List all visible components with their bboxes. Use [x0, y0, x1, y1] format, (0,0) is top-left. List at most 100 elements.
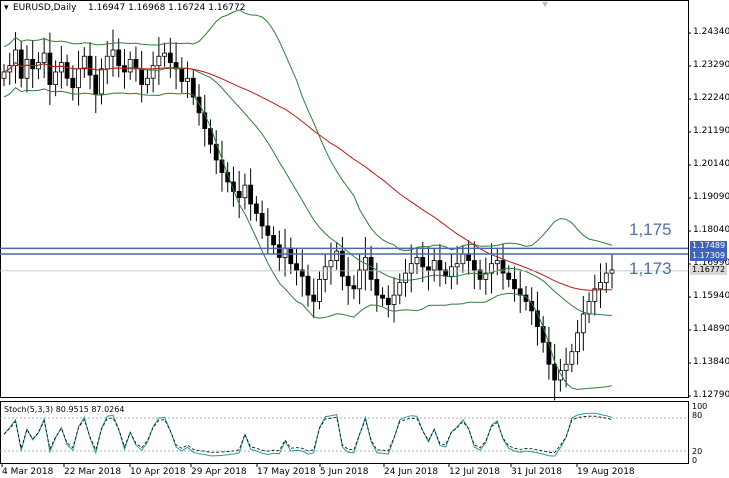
candle — [586, 292, 592, 324]
time-tick-label: 17 May 2018 — [257, 467, 316, 477]
osc-level-100: 100 — [692, 402, 708, 411]
candle — [1, 64, 7, 87]
candle — [466, 240, 472, 275]
candle — [437, 243, 443, 287]
price-tick-label: 1.15940 — [693, 291, 729, 301]
candle — [70, 65, 76, 101]
symbol-icon: ▾ — [4, 3, 9, 13]
candle — [426, 246, 431, 291]
candle — [253, 196, 259, 222]
price-tick-label: 1.19090 — [693, 192, 729, 202]
candle — [385, 285, 391, 318]
candle — [231, 166, 236, 207]
stoch-main-line — [3, 412, 613, 457]
price-tag-current: 1.16772 — [690, 265, 728, 275]
time-tick-label: 22 Mar 2018 — [64, 467, 122, 477]
candle — [282, 228, 288, 277]
candle — [30, 40, 36, 88]
axis-ticks-layer — [1, 32, 691, 467]
stoch-signal-line — [3, 415, 613, 454]
candle — [167, 37, 173, 78]
candle — [271, 226, 276, 254]
candle — [196, 84, 202, 126]
candle — [144, 69, 150, 94]
candle — [322, 253, 328, 293]
candle — [563, 347, 569, 388]
candle — [305, 264, 311, 307]
candle — [609, 254, 615, 289]
candle — [414, 247, 420, 275]
candle — [368, 245, 374, 292]
candle — [471, 241, 477, 290]
overlays-layer — [0, 9, 688, 390]
candle — [317, 271, 322, 310]
candle — [357, 254, 363, 305]
candle — [110, 29, 116, 77]
candle — [202, 94, 208, 147]
price-tick-label: 1.22240 — [693, 93, 729, 103]
time-tick-label: 10 Apr 2018 — [130, 467, 186, 477]
candle — [351, 275, 357, 300]
candle — [116, 38, 122, 78]
candle — [506, 265, 512, 288]
candle — [340, 236, 345, 291]
time-tick-label: 29 Apr 2018 — [191, 467, 247, 477]
candle — [133, 46, 139, 82]
candle — [397, 273, 403, 305]
candle — [540, 316, 546, 353]
candle — [546, 326, 552, 380]
chart-menu-icon[interactable] — [542, 2, 548, 8]
candle — [87, 42, 93, 90]
price-tick-label: 1.24340 — [693, 27, 729, 37]
candle — [380, 287, 385, 307]
moving-average — [3, 61, 613, 291]
level-annotation-upper: 1,175 — [629, 220, 672, 239]
candle — [259, 200, 265, 239]
candle — [53, 60, 59, 97]
price-tick-label: 1.12790 — [693, 390, 729, 400]
candle — [328, 242, 334, 285]
candle — [104, 40, 110, 85]
osc-level-0: 0 — [692, 456, 698, 465]
candle — [265, 208, 271, 254]
candle — [580, 296, 586, 351]
time-tick-label: 5 Jun 2018 — [320, 467, 369, 477]
candle — [13, 32, 18, 84]
candle — [18, 40, 24, 88]
stoch-layer — [0, 412, 688, 457]
candle — [190, 70, 196, 105]
price-tag-upper: 1.17489 — [690, 241, 728, 251]
price-tick-label: 1.23290 — [693, 60, 729, 70]
price-tag-lower: 1.17309 — [690, 251, 728, 261]
candle — [299, 249, 305, 297]
candle — [345, 257, 351, 305]
candle — [489, 243, 494, 294]
candle — [408, 244, 414, 293]
candle — [150, 51, 156, 93]
candle — [47, 32, 53, 105]
candle — [500, 243, 506, 290]
stoch-label: Stoch(5,3,3) 80.9515 87.0264 — [4, 405, 125, 414]
candle — [403, 258, 408, 297]
candle — [58, 45, 64, 89]
candle — [24, 45, 30, 93]
candle — [173, 42, 179, 90]
candle — [512, 266, 517, 302]
candle — [127, 51, 133, 80]
bb-upper — [3, 9, 613, 252]
price-tick-label: 1.21190 — [693, 126, 729, 136]
symbol-title: EURUSD,Daily — [13, 3, 77, 13]
candle — [483, 257, 489, 295]
candle — [225, 162, 231, 193]
candle — [311, 278, 317, 319]
osc-level-80: 80 — [692, 411, 703, 420]
candle — [64, 54, 70, 87]
candle — [179, 57, 185, 94]
candle — [592, 274, 598, 316]
time-tick-label: 4 Mar 2018 — [2, 467, 54, 477]
candle — [81, 47, 87, 78]
candle — [391, 277, 397, 323]
candle — [569, 343, 575, 373]
